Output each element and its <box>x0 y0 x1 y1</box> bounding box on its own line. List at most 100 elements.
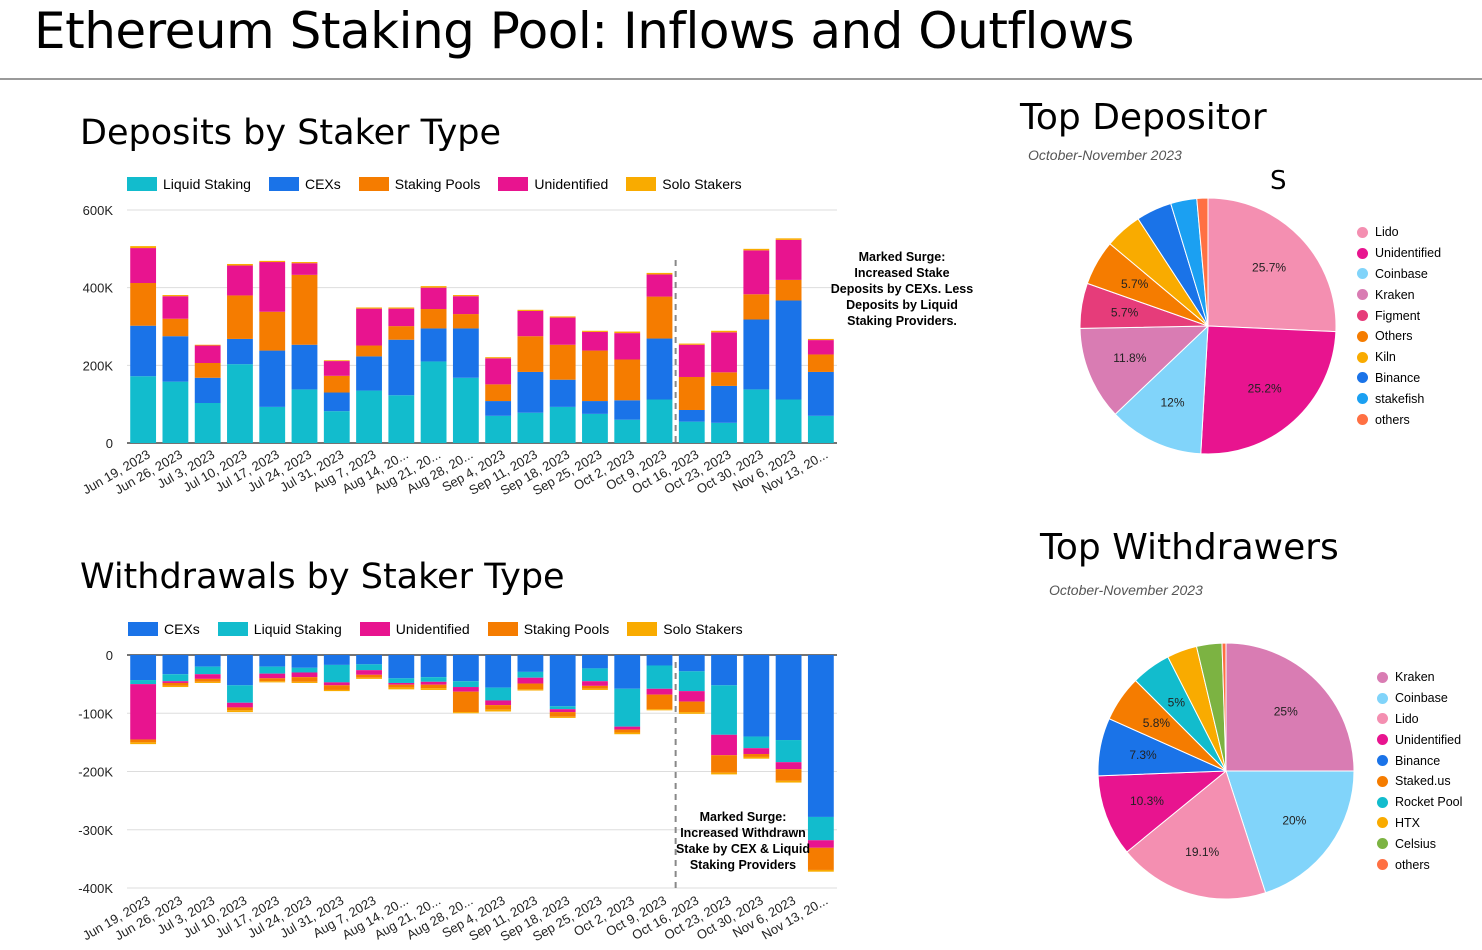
bar-segment-cexs <box>807 655 834 817</box>
bar-segment-cexs <box>388 655 415 679</box>
legend-label: Coinbase <box>1375 266 1428 281</box>
top-withdrawers-legend-item-kraken: Kraken <box>1377 667 1462 688</box>
bar-segment-unidentified <box>130 248 157 284</box>
bar-segment-cexs <box>582 401 608 414</box>
bar-segment-unidentified <box>614 333 641 360</box>
legend-label: Kiln <box>1375 350 1396 365</box>
bar-segment-staking-pools <box>323 375 350 393</box>
bar-segment-solo-stakers <box>323 689 350 692</box>
bar-segment-unidentified <box>259 262 286 312</box>
bar-segment-staking-pools <box>452 314 479 329</box>
pie-slice-lido <box>1126 770 1267 900</box>
deposits-chart-title: Deposits by Staker Type <box>80 113 502 153</box>
top-withdrawers-title: Top Withdrawers <box>1040 527 1339 568</box>
bar-segment-cexs <box>646 338 673 400</box>
legend-label: Coinbase <box>1395 691 1448 706</box>
bar-segment-unidentified <box>517 677 544 684</box>
bar-segment-solo-stakers <box>678 343 705 345</box>
bar-segment-cexs <box>194 377 221 404</box>
top-depositor-pie: 25.7% 25.2% 12% 11.8% 5.7% 5.7% <box>1079 197 1337 455</box>
bar-segment-cexs <box>194 655 221 667</box>
bar-segment-unidentified <box>291 672 318 678</box>
legend-swatch <box>217 622 248 636</box>
bar-segment-liquid-staking <box>194 666 221 675</box>
bar-segment-liquid-staking <box>323 411 350 443</box>
legend-dot <box>1357 247 1368 259</box>
legend-label: Figment <box>1375 308 1421 323</box>
legend-label: Unidentified <box>534 176 609 192</box>
pie-slice-coinbase <box>1114 324 1209 455</box>
bar-segment-liquid-staking <box>291 389 318 443</box>
bar-segment-staking-pools <box>130 283 157 326</box>
bar-segment-liquid-staking <box>130 376 157 443</box>
pie-slice-kraken <box>1079 325 1210 415</box>
bar-segment-liquid-staking <box>582 413 608 443</box>
bar-segment-cexs <box>323 655 350 665</box>
bar-segment-cexs <box>323 392 350 412</box>
legend-label: Liquid Staking <box>163 176 251 192</box>
bar-segment-cexs <box>420 328 447 362</box>
bar-segment-cexs <box>614 400 641 420</box>
pie-slice-label: 5% <box>1168 696 1186 710</box>
bar-segment-unidentified <box>614 726 641 730</box>
legend-label: Unidentified <box>1375 246 1442 261</box>
bar-segment-solo-stakers <box>194 344 221 346</box>
bar-segment-staking-pools <box>711 372 737 386</box>
legend-label: Lido <box>1395 711 1419 726</box>
bar-segment-unidentified <box>582 681 608 686</box>
bar-segment-solo-stakers <box>775 238 802 240</box>
bar-segment-unidentified <box>420 287 447 310</box>
bar-segment-cexs <box>259 350 286 407</box>
bar-segment-liquid-staking <box>162 381 189 443</box>
pie-slice-others <box>1221 642 1227 772</box>
bar-segment-staking-pools <box>678 376 705 410</box>
legend-swatch <box>359 622 390 636</box>
pie-slice-lido <box>1207 197 1337 333</box>
bar-segment-liquid-staking <box>807 415 834 443</box>
bar-segment-solo-stakers <box>323 360 350 362</box>
bar-segment-staking-pools <box>388 326 415 340</box>
bar-segment-solo-stakers <box>291 681 318 683</box>
top-depositor-legend: Lido Unidentified Coinbase Kraken Figment Oth… <box>1357 222 1441 430</box>
top-withdrawers-pie: 25% 20% 19.1% 10.3% 7.3% 5.8% 5% <box>1097 642 1355 900</box>
deposits-legend-item-cexs: CEXs <box>268 176 341 192</box>
legend-label: Staked.us <box>1395 774 1451 789</box>
bar-segment-liquid-staking <box>485 415 512 443</box>
bar-segment-cexs <box>517 655 544 672</box>
legend-swatch <box>487 622 518 636</box>
bar-segment-solo-stakers <box>388 307 415 309</box>
bar-segment-cexs <box>227 655 253 686</box>
bar-segment-cexs <box>711 385 737 423</box>
bar-segment-unidentified <box>678 344 705 377</box>
withdrawals-legend-item-solo-stakers: Solo Stakers <box>627 621 743 637</box>
bar-segment-liquid-staking <box>130 680 157 685</box>
deposits-legend-item-unidentified: Unidentified <box>498 176 608 192</box>
bar-segment-cexs <box>743 319 770 390</box>
bar-segment-unidentified <box>582 331 608 351</box>
top-depositor-legend-item-kiln: Kiln <box>1357 347 1441 368</box>
top-depositor-legend-item-figment: Figment <box>1357 305 1441 326</box>
top-withdrawers-legend: Kraken Coinbase Lido Unidentified Binance Sta… <box>1377 667 1462 875</box>
bar-segment-unidentified <box>807 840 834 848</box>
bar-segment-staking-pools <box>614 359 641 401</box>
deposits-legend-item-staking-pools: Staking Pools <box>358 176 480 192</box>
bar-segment-solo-stakers <box>517 309 544 311</box>
bar-segment-liquid-staking <box>323 664 350 683</box>
bar-segment-liquid-staking <box>388 678 415 683</box>
bar-segment-liquid-staking <box>227 685 253 703</box>
bar-segment-cexs <box>227 338 253 365</box>
title-divider <box>0 78 1482 80</box>
legend-label: Solo Stakers <box>663 621 743 637</box>
y-tick-label: 0 <box>106 648 113 663</box>
bar-segment-cexs <box>259 655 286 667</box>
legend-dot <box>1377 734 1388 746</box>
bar-segment-unidentified <box>485 700 512 706</box>
bar-segment-liquid-staking <box>388 395 415 443</box>
deposits-legend-item-liquid-staking: Liquid Staking <box>127 176 251 192</box>
bar-segment-solo-stakers <box>646 709 673 711</box>
bar-segment-staking-pools <box>549 712 576 717</box>
bar-segment-staking-pools <box>452 691 479 713</box>
bar-segment-liquid-staking <box>259 666 286 674</box>
withdrawals-legend-item-staking-pools: Staking Pools <box>487 621 609 637</box>
pie-slice-kraken <box>1225 642 1355 772</box>
